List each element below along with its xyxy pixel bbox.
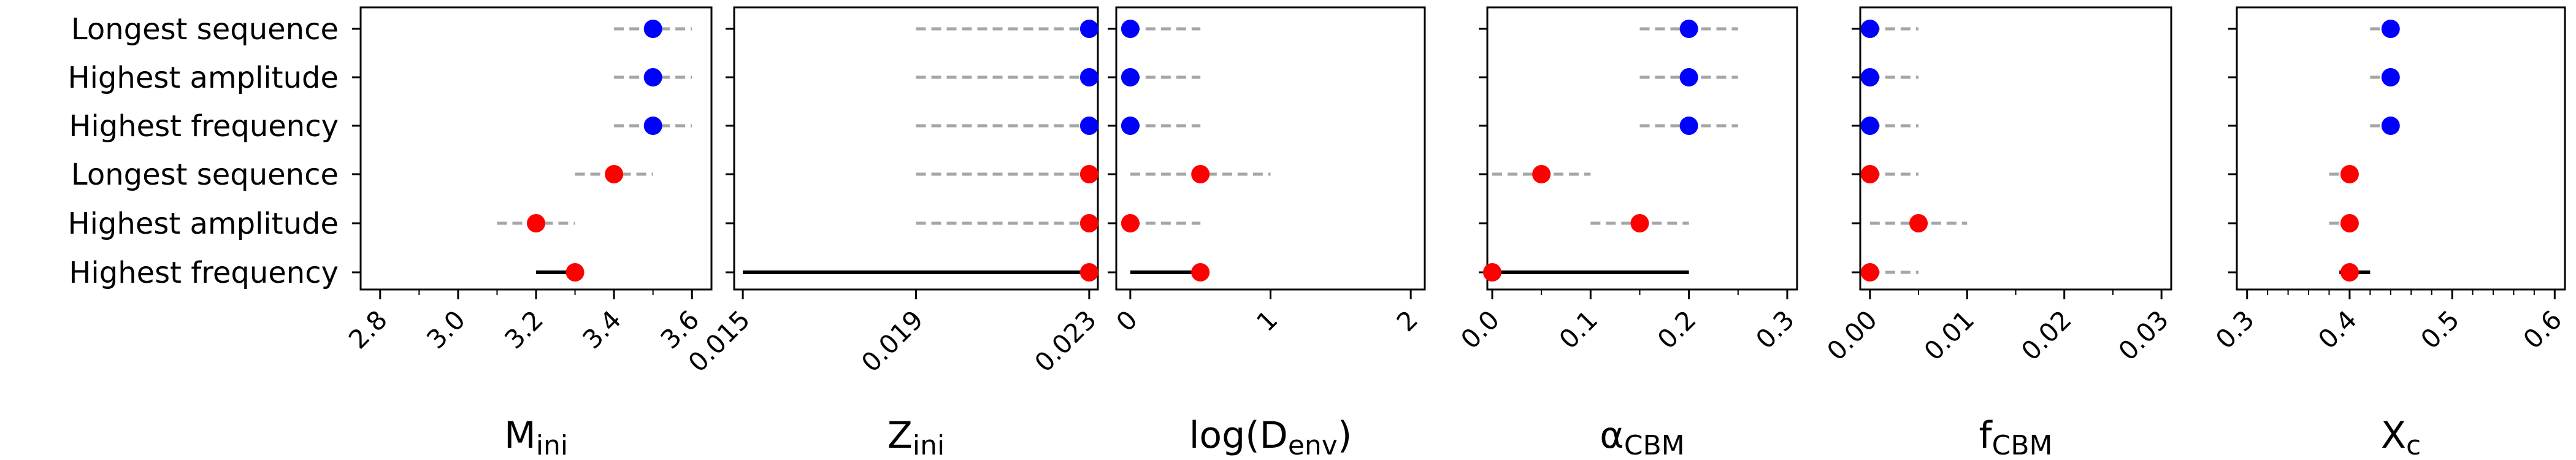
x-tick-label: 0.1: [1554, 304, 1604, 355]
data-point: [1121, 68, 1140, 86]
data-point: [1860, 68, 1879, 86]
data-point: [1860, 117, 1879, 135]
x-axis-label-subscript: CBM: [1624, 430, 1685, 460]
panel-3: 0 1 2 log(Denv): [1108, 6, 1426, 460]
data-point: [2381, 117, 2400, 135]
data-point: [1532, 165, 1551, 183]
panel-frame: [733, 6, 1099, 291]
data-point: [1630, 214, 1649, 232]
data-point: [643, 20, 662, 38]
data-point: [1121, 117, 1140, 135]
data-point: [1483, 263, 1502, 282]
x-axis-label: αCBM: [1600, 414, 1684, 460]
data-point: [1191, 263, 1210, 282]
data-point: [1079, 214, 1098, 232]
panel-frame: [359, 6, 713, 291]
data-point: [2340, 263, 2359, 282]
x-tick-label: 2: [1391, 304, 1424, 337]
x-axis-label: fCBM: [1979, 414, 2053, 460]
data-point: [1079, 165, 1098, 183]
x-tick-label: 0.2: [1652, 304, 1702, 355]
x-axis-label-main: α: [1600, 414, 1624, 457]
x-tick-label: 0.6: [2517, 304, 2567, 355]
data-point: [1860, 20, 1879, 38]
x-axis-label-subscript: ini: [536, 430, 568, 460]
x-axis-label-main: X: [2381, 414, 2406, 457]
x-tick-label: 0.4: [2312, 304, 2363, 355]
x-tick-label: 0.3: [2210, 304, 2260, 355]
x-tick-label: 0: [1110, 304, 1143, 337]
data-point: [1079, 68, 1098, 86]
x-tick-label: 0.02: [2015, 304, 2077, 366]
data-point: [2340, 165, 2359, 183]
x-tick-label: 0.023: [1029, 304, 1102, 378]
x-axis-label-main: log(D: [1189, 414, 1288, 457]
data-point: [1121, 20, 1140, 38]
data-point: [643, 68, 662, 86]
x-tick-label: 0.03: [2112, 304, 2174, 366]
x-axis-label-main: M: [504, 414, 536, 457]
x-tick-label: 3.4: [577, 304, 627, 355]
row-label: Highest amplitude: [68, 61, 339, 95]
x-axis-label-main: Z: [887, 414, 913, 457]
x-tick-label: 0.3: [1750, 304, 1800, 355]
data-point: [2381, 68, 2400, 86]
data-point: [1860, 263, 1879, 282]
panel-frame: [1115, 6, 1426, 291]
x-axis-label-subscript: CBM: [1992, 430, 2053, 460]
x-axis-label: Mini: [504, 414, 568, 460]
data-point: [1679, 117, 1698, 135]
x-tick-label: 0.01: [1919, 304, 1980, 366]
panel-6: 0.3 0.4 0.5 0.6 Xc: [2210, 6, 2567, 460]
x-axis-label: Zini: [887, 414, 945, 460]
data-point: [1079, 20, 1098, 38]
data-point: [2381, 20, 2400, 38]
x-tick-label: 0.019: [856, 304, 929, 378]
x-tick-label: 2.8: [343, 304, 393, 355]
data-point: [1679, 20, 1698, 38]
panel-frame: [1486, 6, 1798, 291]
data-point: [1679, 68, 1698, 86]
panel-5: 0.00 0.01 0.02 0.03 fCBM: [1821, 6, 2174, 460]
x-axis-label: Xc: [2381, 414, 2421, 460]
x-axis-label: log(Denv): [1189, 414, 1352, 460]
x-tick-label: 0.00: [1821, 304, 1883, 366]
row-label: Highest amplitude: [68, 207, 339, 241]
panel-frame: [2236, 6, 2566, 291]
x-tick-label: 1: [1251, 304, 1284, 337]
data-point: [1079, 263, 1098, 282]
data-point: [605, 165, 624, 183]
x-tick-label: 3.0: [421, 304, 471, 355]
data-point: [643, 117, 662, 135]
data-point: [1121, 214, 1140, 232]
x-axis-label-main: f: [1979, 414, 1993, 457]
data-point: [2340, 214, 2359, 232]
panel-frame: [1859, 6, 2172, 291]
row-label: Longest sequence: [71, 12, 339, 47]
data-point: [1191, 165, 1210, 183]
row-label: Highest frequency: [69, 109, 339, 144]
x-tick-label: 0.0: [1455, 304, 1505, 355]
data-point: [1079, 117, 1098, 135]
panel-4: 0.0 0.1 0.2 0.3 αCBM: [1455, 6, 1800, 460]
row-labels: Longest sequence Highest amplitude Highest…: [68, 12, 361, 290]
x-axis-label-suffix: ): [1338, 414, 1352, 457]
row-label: Highest frequency: [69, 256, 339, 290]
data-point: [1860, 165, 1879, 183]
row-label: Longest sequence: [71, 158, 339, 192]
x-axis-label-subscript: env: [1288, 430, 1338, 460]
x-axis-label-subscript: c: [2406, 430, 2421, 460]
x-tick-label: 0.5: [2415, 304, 2465, 355]
x-axis-label-subscript: ini: [913, 430, 945, 460]
data-point: [527, 214, 545, 232]
data-point: [1909, 214, 1928, 232]
x-tick-label: 3.2: [499, 304, 549, 355]
data-point: [565, 263, 585, 282]
